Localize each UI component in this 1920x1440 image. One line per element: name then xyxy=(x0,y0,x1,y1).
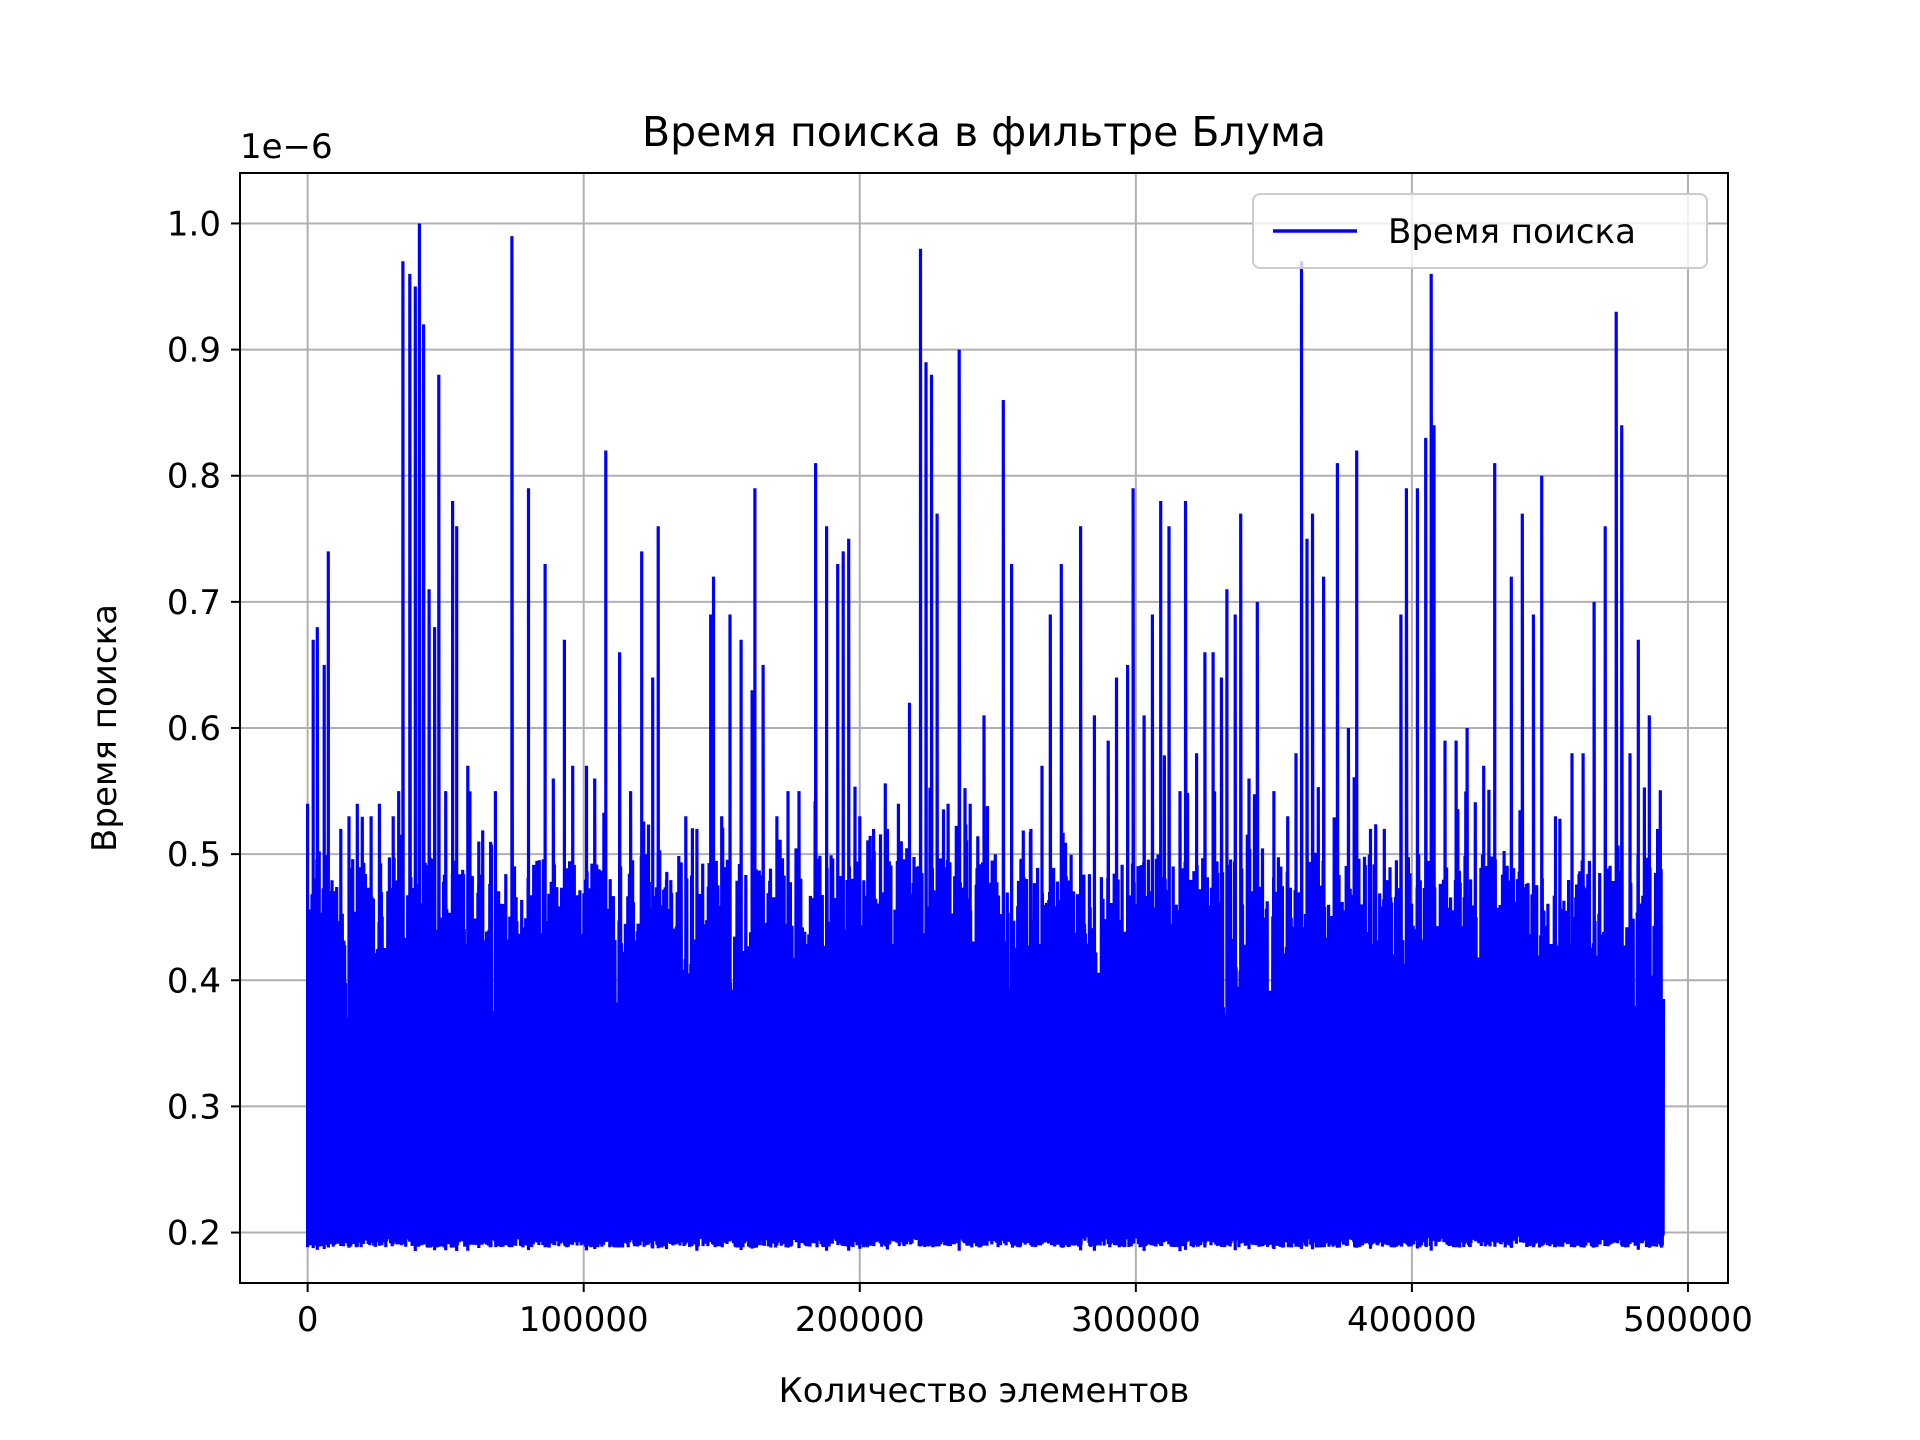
x-axis-label: Количество элементов xyxy=(779,1371,1190,1411)
y-tick-label: 0.3 xyxy=(167,1087,221,1127)
series-line-group xyxy=(306,223,1666,1252)
y-offset-label: 1e−6 xyxy=(240,127,333,167)
x-tick-label: 300000 xyxy=(1071,1300,1201,1340)
x-tick-label: 500000 xyxy=(1623,1300,1753,1340)
series-line xyxy=(306,223,1666,1252)
y-tick-label: 0.2 xyxy=(167,1214,221,1254)
x-axis: 0 100000 200000 300000 400000 500000 xyxy=(297,1283,1753,1340)
y-tick-label: 0.7 xyxy=(167,583,221,623)
y-tick-label: 0.4 xyxy=(167,961,221,1001)
legend: Время поиска xyxy=(1252,193,1708,269)
chart-title: Время поиска в фильтре Блума xyxy=(642,108,1326,156)
legend-frame xyxy=(1252,193,1708,269)
x-tick-label: 100000 xyxy=(519,1300,649,1340)
y-tick-label: 1.0 xyxy=(167,204,221,244)
y-tick-label: 0.5 xyxy=(167,835,221,875)
x-tick-label: 400000 xyxy=(1347,1300,1477,1340)
y-axis: 0.2 0.3 0.4 0.5 0.6 0.7 0.8 0.9 1.0 xyxy=(167,204,240,1254)
legend-label: Время поиска xyxy=(1388,212,1636,252)
y-tick-label: 0.6 xyxy=(167,709,221,749)
y-tick-label: 0.8 xyxy=(167,457,221,497)
y-tick-label: 0.9 xyxy=(167,331,221,371)
x-tick-label: 200000 xyxy=(795,1300,925,1340)
y-axis-label: Время поиска xyxy=(85,604,125,852)
x-tick-label: 0 xyxy=(297,1300,319,1340)
